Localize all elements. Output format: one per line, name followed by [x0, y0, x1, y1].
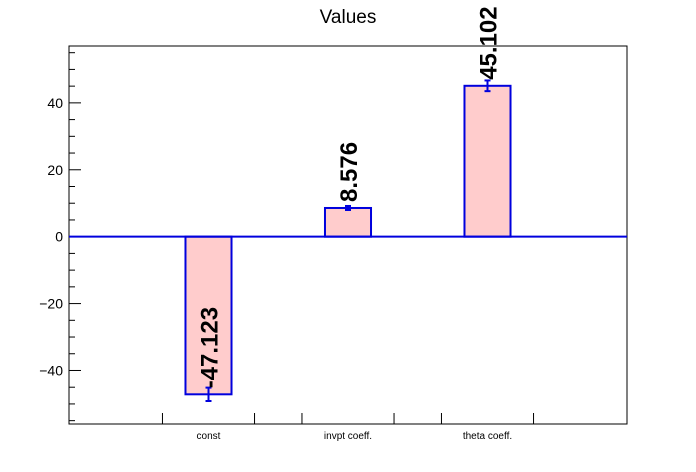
plot-area: −40 −20 0 20 40 -47.123 const 8.576 invpt coeff.… — [39, 6, 628, 442]
data-label: -47.123 — [197, 307, 224, 388]
bar-theta-coeff- — [463, 84, 512, 238]
data-label: 8.576 — [336, 142, 363, 202]
x-category-label: invpt coeff. — [324, 431, 372, 442]
y-tick-label: 40 — [47, 95, 63, 111]
y-tick-label: 0 — [55, 229, 63, 245]
data-label: 45.102 — [476, 6, 503, 79]
y-tick-label: −20 — [39, 296, 63, 312]
x-category-label: const — [197, 431, 221, 442]
y-tick-label: 20 — [47, 162, 63, 178]
y-tick-label: −40 — [39, 362, 63, 378]
x-category-label: theta coeff. — [463, 431, 512, 442]
plot-frame — [68, 45, 628, 425]
bar-invpt-coeff- — [323, 206, 373, 238]
bar-const — [184, 235, 233, 396]
chart-title: Values — [320, 7, 377, 28]
